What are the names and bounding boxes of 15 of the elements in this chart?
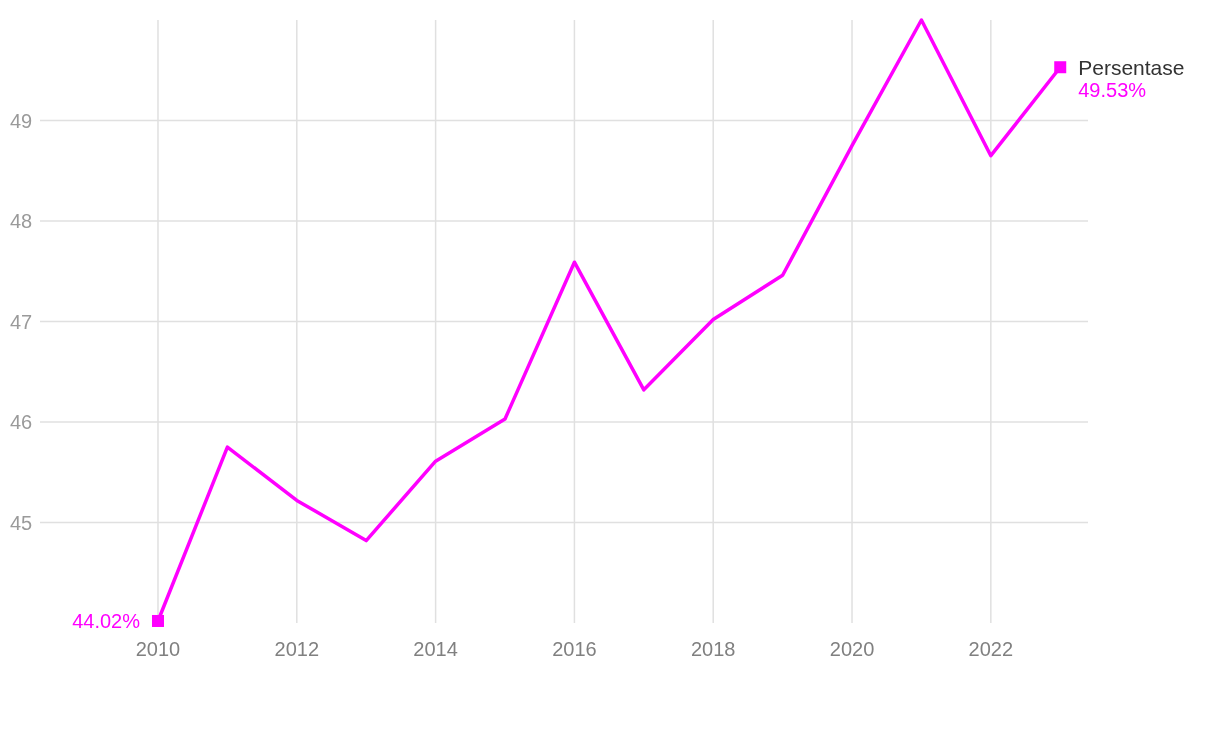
y-tick-label: 45 (10, 511, 33, 534)
x-tick-label: 2016 (552, 638, 597, 660)
x-tick-label: 2020 (829, 638, 875, 660)
x-tick-label: 2014 (413, 638, 458, 660)
x-tick-label: 2018 (690, 638, 736, 660)
y-tick-label: 46 (10, 411, 33, 433)
y-tick-label: 49 (10, 109, 33, 132)
y-tick-label: 48 (10, 210, 33, 232)
annotation: 44.02% (72, 609, 141, 632)
y-tick-label: 47 (10, 310, 33, 333)
x-tick-label: 2010 (135, 638, 181, 660)
x-tick-label: 2012 (274, 638, 320, 660)
series-label: Persentase (1078, 55, 1185, 79)
annotation: 49.53% (1078, 79, 1147, 102)
x-tick-label: 2022 (968, 638, 1014, 660)
